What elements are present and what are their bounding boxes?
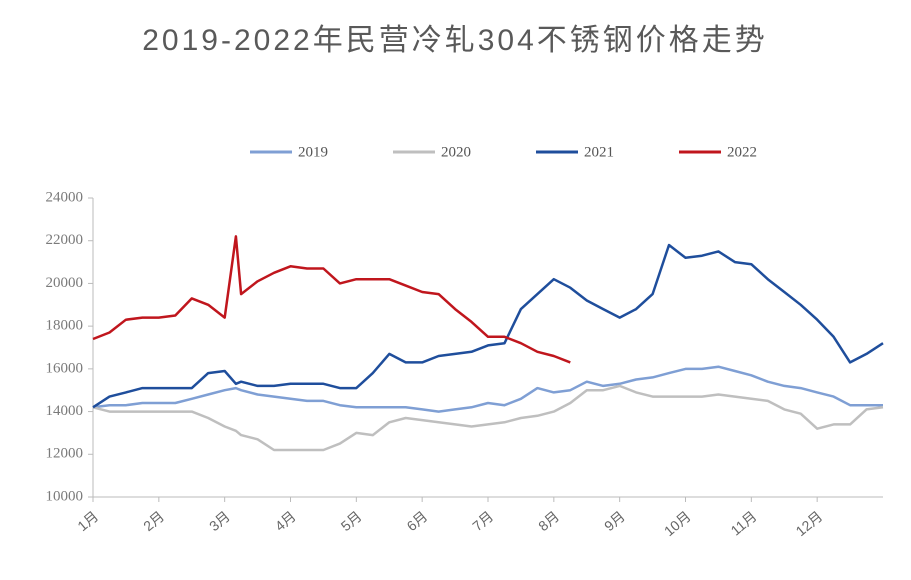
x-tick-label: 6月 [403, 508, 430, 534]
y-tick-label: 24000 [46, 189, 84, 205]
y-tick-label: 14000 [46, 403, 84, 419]
x-tick-label: 10月 [661, 508, 694, 539]
x-tick-label: 11月 [727, 508, 759, 539]
legend-label: 2022 [727, 144, 757, 160]
x-tick-label: 3月 [206, 508, 233, 534]
series-line [92, 243, 884, 409]
y-tick-label: 18000 [46, 318, 84, 334]
y-tick-label: 12000 [46, 446, 84, 462]
y-tick-label: 10000 [46, 488, 84, 504]
x-tick-label: 5月 [338, 508, 365, 534]
legend-label: 2020 [441, 144, 471, 160]
series-line [92, 384, 884, 452]
x-tick-label: 2月 [140, 508, 167, 534]
x-tick-label: 1月 [74, 508, 101, 534]
series-line [92, 235, 571, 364]
x-tick-label: 8月 [535, 508, 562, 534]
chart-title: 2019-2022年民营冷轧304不锈钢价格走势 [142, 24, 768, 57]
legend-label: 2021 [584, 144, 614, 160]
y-tick-label: 16000 [46, 360, 84, 376]
x-tick-label: 9月 [601, 508, 628, 534]
x-tick-label: 12月 [793, 508, 826, 539]
y-tick-label: 20000 [46, 275, 84, 291]
series-line [92, 365, 883, 413]
x-tick-label: 7月 [469, 508, 496, 534]
x-tick-label: 4月 [272, 508, 299, 534]
legend-label: 2019 [298, 144, 328, 160]
y-tick-label: 22000 [46, 232, 84, 248]
